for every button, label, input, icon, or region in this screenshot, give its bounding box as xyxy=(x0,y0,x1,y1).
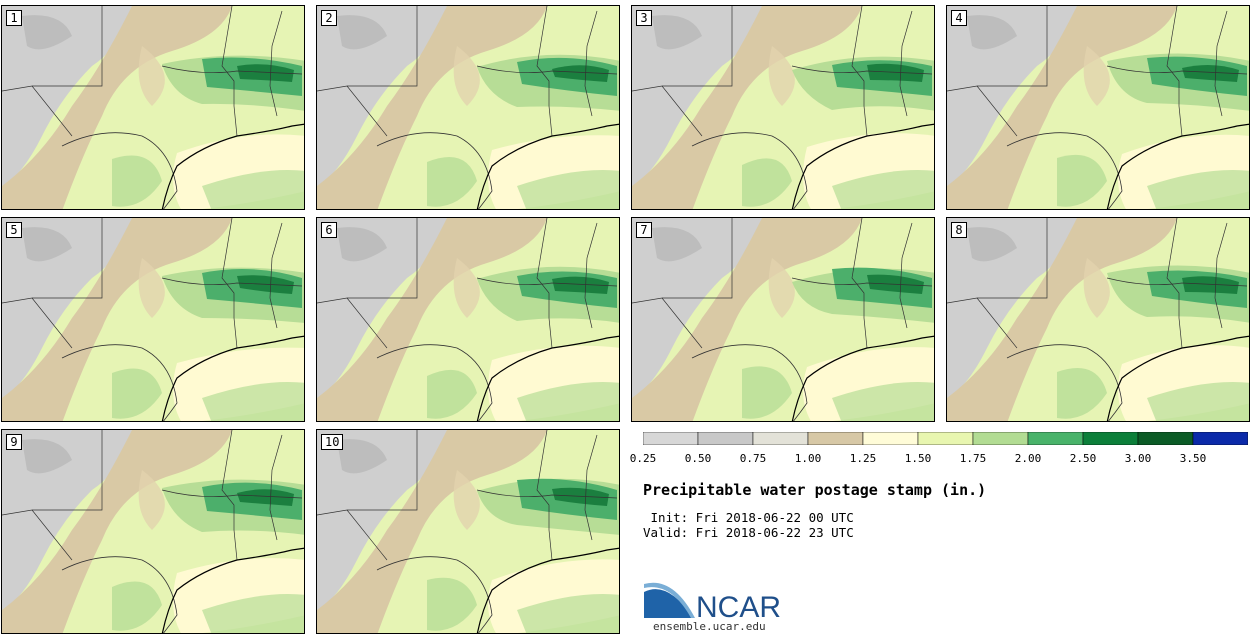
colorbar-segment xyxy=(698,432,753,445)
member-number-label: 3 xyxy=(636,10,652,26)
ensemble-member-map: 3 xyxy=(631,5,935,210)
member-number-label: 9 xyxy=(6,434,22,450)
colorbar-tick-label: 3.50 xyxy=(1180,452,1207,465)
colorbar-tick-label: 0.75 xyxy=(740,452,767,465)
colorbar-segment xyxy=(918,432,973,445)
colorbar-segment xyxy=(1083,432,1138,445)
colorbar-tick-label: 1.75 xyxy=(960,452,987,465)
colorbar-segment xyxy=(1028,432,1083,445)
member-number-label: 6 xyxy=(321,222,337,238)
colorbar-segment xyxy=(808,432,863,445)
valid-time: Valid: Fri 2018-06-22 23 UTC xyxy=(643,525,854,540)
member-number-label: 1 xyxy=(6,10,22,26)
member-number-label: 8 xyxy=(951,222,967,238)
logo-url: ensemble.ucar.edu xyxy=(653,620,766,633)
colorbar-tick-label: 1.25 xyxy=(850,452,877,465)
member-number-label: 5 xyxy=(6,222,22,238)
colorbar-segment xyxy=(1138,432,1193,445)
ensemble-member-map: 2 xyxy=(316,5,620,210)
member-number-label: 7 xyxy=(636,222,652,238)
ensemble-member-map: 1 xyxy=(1,5,305,210)
colorbar-tick-label: 3.00 xyxy=(1125,452,1152,465)
colorbar-tick-label: 1.50 xyxy=(905,452,932,465)
colorbar-segment xyxy=(1193,432,1248,445)
member-number-label: 4 xyxy=(951,10,967,26)
ensemble-member-map: 9 xyxy=(1,429,305,634)
ensemble-member-map: 6 xyxy=(316,217,620,422)
colorbar-tick-label: 2.50 xyxy=(1070,452,1097,465)
colorbar-tick-label: 1.00 xyxy=(795,452,822,465)
ensemble-member-map: 10 xyxy=(316,429,620,634)
ensemble-member-map: 5 xyxy=(1,217,305,422)
precipitable-water-colorbar xyxy=(643,432,1248,445)
member-number-label: 2 xyxy=(321,10,337,26)
ensemble-member-map: 7 xyxy=(631,217,935,422)
colorbar-tick-label: 2.00 xyxy=(1015,452,1042,465)
colorbar-segment xyxy=(643,432,698,445)
ensemble-member-map: 8 xyxy=(946,217,1250,422)
init-time: Init: Fri 2018-06-22 00 UTC xyxy=(643,510,854,525)
member-number-label: 10 xyxy=(321,434,343,450)
colorbar-tick-label: 0.25 xyxy=(630,452,657,465)
chart-title: Precipitable water postage stamp (in.) xyxy=(643,481,986,499)
colorbar-segment xyxy=(863,432,918,445)
logo-text: NCAR xyxy=(696,591,781,620)
ensemble-member-map: 4 xyxy=(946,5,1250,210)
colorbar-segment xyxy=(973,432,1028,445)
colorbar-segment xyxy=(753,432,808,445)
colorbar-tick-label: 0.50 xyxy=(685,452,712,465)
ncar-logo: NCAR xyxy=(643,578,793,620)
